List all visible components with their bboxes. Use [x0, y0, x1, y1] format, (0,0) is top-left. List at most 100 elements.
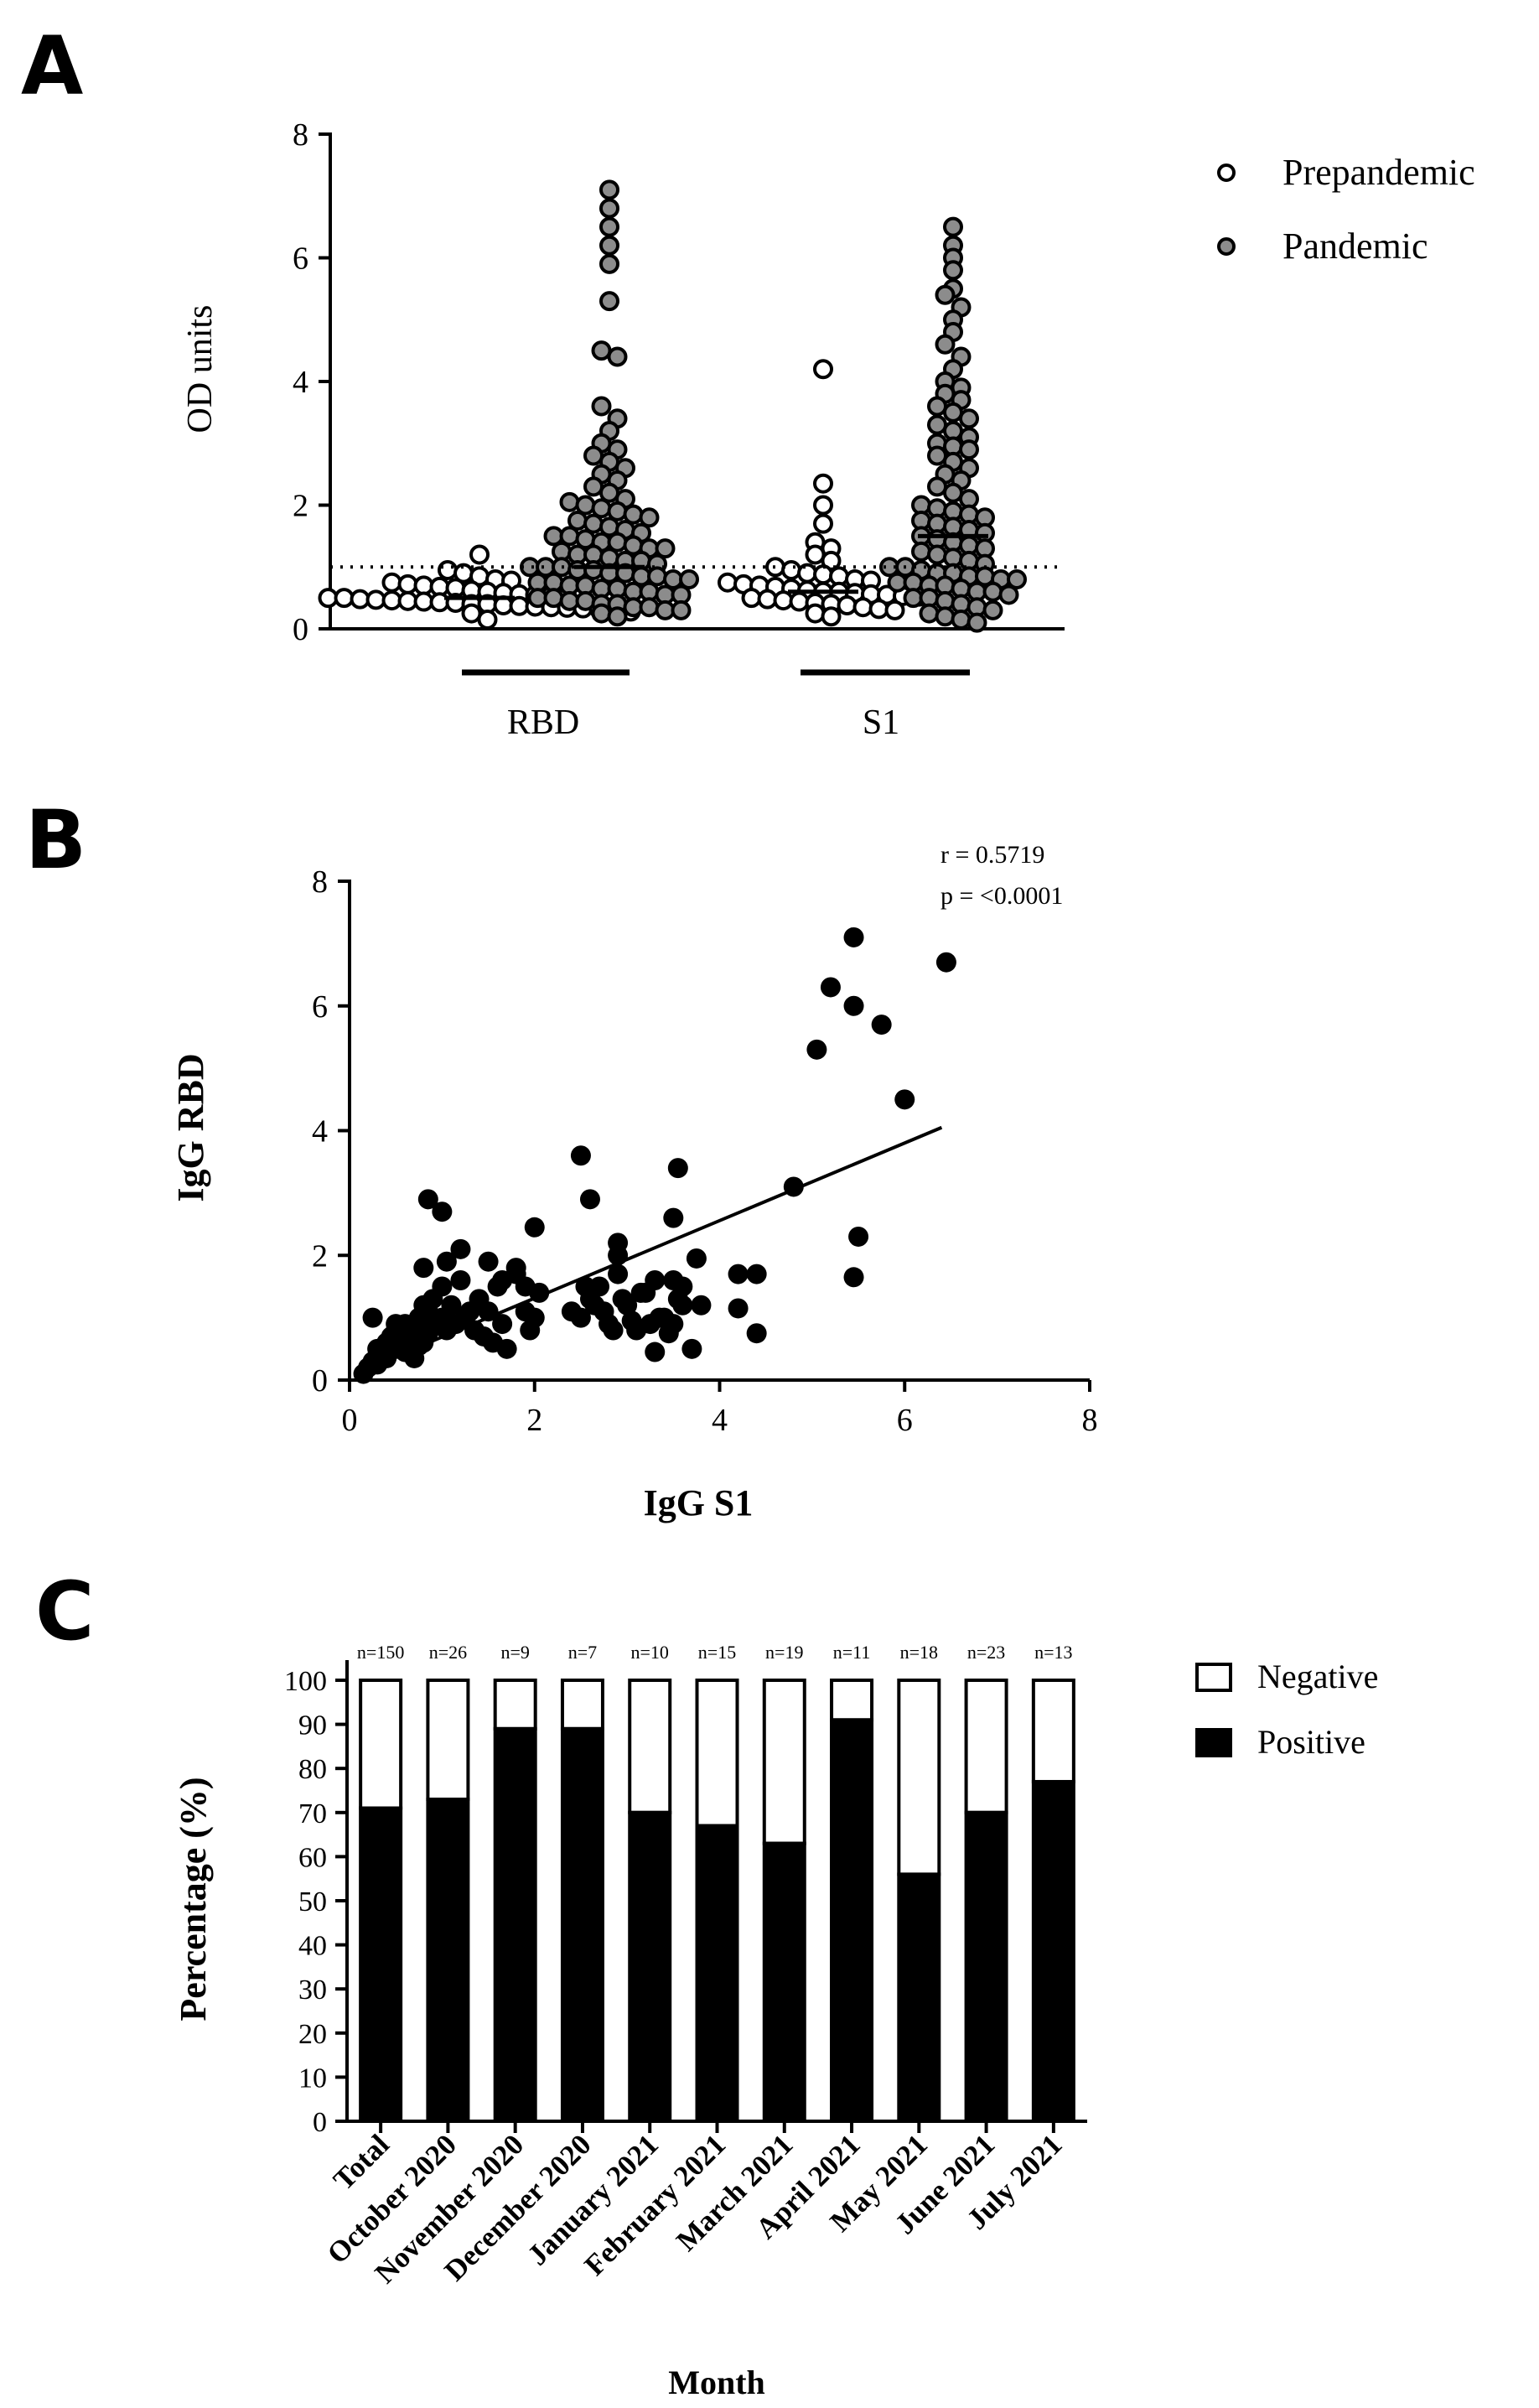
legend-label-pandemic: Pandemic: [1282, 226, 1428, 267]
panel-b-axes: 0 2 4 6 8 0 2 4 6 8: [312, 864, 1098, 1438]
panel-a-point-pandemic-s1: [927, 476, 947, 497]
panel-b-data-points: [353, 926, 956, 1384]
panel-a-y-tick-label: 8: [293, 117, 308, 153]
panel-c-bar-positive: [830, 1718, 874, 2124]
panel-c-y-tick-label: 100: [284, 1666, 327, 1697]
panel-a-point-prepandemic-rbd: [397, 590, 418, 611]
panel-b-point: [436, 1251, 457, 1272]
panel-a-point-pandemic-rbd: [599, 216, 619, 237]
panel-c-y-tick-label: 20: [298, 2019, 327, 2050]
panel-c-bar-positive: [426, 1798, 470, 2124]
panel-a-point-pandemic-rbd: [599, 179, 619, 200]
panel-c-label: C: [35, 1565, 94, 1658]
panel-b-point: [450, 1270, 471, 1290]
panel-c-bar-positive: [897, 1872, 941, 2123]
panel-a-point-prepandemic-rbd: [413, 575, 434, 596]
panel-c-y-axis-label: Percentage (%): [173, 1777, 214, 2021]
panel-b-label: B: [25, 793, 86, 887]
panel-b-point: [524, 1217, 545, 1238]
panel-a-label: A: [21, 19, 83, 113]
panel-c-n-label: n=11: [833, 1642, 871, 1663]
panel-b-point: [663, 1207, 684, 1228]
panel-b-y-tick-label: 0: [312, 1363, 328, 1399]
panel-b-point: [843, 1267, 864, 1288]
panel-c-y-tick-label: 50: [298, 1886, 327, 1918]
panel-a-point-prepandemic-s1: [821, 606, 842, 627]
panel-c-bar-negative: [897, 1679, 941, 1876]
panel-b-point: [478, 1251, 499, 1272]
panel-c-bars: [359, 1679, 1075, 2133]
panel-c-n-label: n=19: [765, 1642, 803, 1663]
panel-a-point-pandemic-rbd: [559, 491, 580, 512]
panel-c-bar-positive: [695, 1824, 739, 2124]
panel-b-x-tick-label: 8: [1082, 1403, 1098, 1438]
panel-a-point-pandemic-rbd: [575, 590, 596, 611]
panel-a-y-axis-label: OD units: [181, 305, 220, 433]
panel-a-point-prepandemic-rbd: [509, 595, 530, 616]
panel-c-n-label: n=26: [429, 1642, 467, 1663]
panel-a-point-pandemic-rbd: [639, 597, 660, 618]
panel-c-n-label: n=18: [900, 1642, 938, 1663]
panel-b-point: [691, 1295, 712, 1316]
panel-a-point-pandemic-s1: [927, 544, 947, 565]
panel-b-point: [667, 1158, 688, 1179]
panel-a-point-pandemic-s1: [959, 408, 979, 429]
legend-marker-prepandemic: [1217, 163, 1236, 182]
panel-b-point: [820, 977, 841, 998]
panel-a-point-pandemic-rbd: [591, 340, 612, 361]
panel-a-point-pandemic-s1: [911, 541, 931, 562]
panel-b-point: [843, 995, 864, 1016]
panel-a-point-pandemic-s1: [951, 609, 972, 630]
panel-a-point-pandemic-s1: [943, 216, 963, 237]
panel-a-point-pandemic-rbd: [599, 235, 619, 256]
panel-c-legend: Negative Positive: [1195, 1658, 1378, 1761]
panel-a-y-axis: 0 2 4 6 8: [293, 117, 1065, 647]
panel-b-point: [362, 1307, 383, 1328]
panel-c-x-axis-label: Month: [668, 2364, 765, 2401]
panel-b-regression: [353, 1125, 943, 1376]
panel-a-y-tick-label: 4: [293, 365, 308, 400]
panel-a: A OD units 0 2 4 6 8 RBD S1 Prepandemic Pand…: [21, 19, 1475, 742]
panel-b-point: [575, 1276, 596, 1297]
panel-a-point-pandemic-rbd: [599, 198, 619, 219]
panel-a-legend: Prepandemic Pandemic: [1217, 152, 1475, 267]
panel-a-point-pandemic-rbd: [679, 569, 699, 589]
panel-b-point: [630, 1282, 651, 1303]
panel-b-point: [608, 1233, 629, 1253]
panel-c-bar-negative: [695, 1679, 739, 1828]
panel-c-bar-negative: [426, 1679, 470, 1802]
panel-a-point-prepandemic-rbd: [381, 572, 402, 593]
panel-a-point-pandemic-s1: [982, 599, 1003, 620]
panel-a-point-prepandemic-rbd: [334, 588, 355, 609]
panel-a-point-prepandemic-s1: [741, 588, 762, 609]
panel-a-point-prepandemic-s1: [837, 594, 858, 615]
panel-a-y-tick-label: 6: [293, 241, 308, 277]
panel-a-point-prepandemic-s1: [757, 589, 778, 610]
panel-b-point: [492, 1314, 513, 1335]
panel-a-point-pandemic-rbd: [591, 396, 612, 417]
panel-a-point-prepandemic-s1: [813, 495, 833, 516]
panel-c-bar-negative: [964, 1679, 1008, 1814]
panel-a-data-points: [318, 179, 1027, 633]
panel-a-y-tick-label: 0: [293, 612, 308, 647]
panel-b-point: [603, 1320, 624, 1341]
panel-b-point: [746, 1264, 767, 1284]
panel-a-point-pandemic-s1: [943, 260, 963, 281]
panel-b-y-tick-label: 8: [312, 864, 328, 900]
panel-b-point: [672, 1276, 693, 1297]
panel-c-bar-positive: [493, 1726, 537, 2124]
panel-a-point-pandemic-s1: [927, 445, 947, 466]
panel-a-point-prepandemic-s1: [813, 473, 833, 494]
panel-a-point-prepandemic-s1: [789, 591, 810, 612]
panel-c: C Percentage (%) Month 0 10 20 30 40 50 60 70 80…: [35, 1565, 1378, 2401]
panel-b-point: [432, 1201, 453, 1222]
panel-c-bar-negative: [359, 1679, 403, 1810]
panel-a-point-pandemic-rbd: [599, 253, 619, 274]
panel-b-point: [413, 1258, 434, 1279]
panel-a-point-prepandemic-s1: [805, 544, 826, 565]
panel-c-bar-negative: [762, 1679, 806, 1845]
panel-b-x-tick-label: 2: [526, 1403, 542, 1438]
panel-c-n-label: n=9: [500, 1642, 529, 1663]
panel-c-y-tick-label: 90: [298, 1710, 327, 1741]
